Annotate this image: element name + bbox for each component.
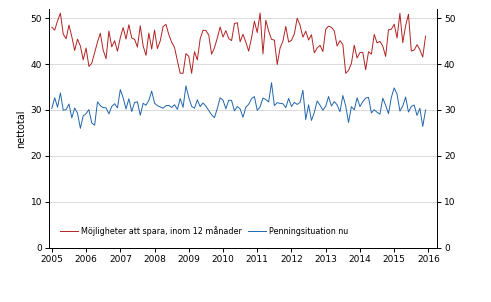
- Line: Möjligheter att spara, inom 12 månader: Möjligheter att spara, inom 12 månader: [52, 13, 426, 73]
- Möjligheter att spara, inom 12 månader: [174, 59, 180, 63]
- Penningsituation nu: [354, 96, 360, 100]
- Möjligheter att spara, inom 12 månader: [354, 56, 360, 60]
- Möjligheter att spara, inom 12 månader: [80, 58, 86, 62]
- Penningsituation nu: [83, 112, 89, 115]
- Möjligheter att spara, inom 12 månader: [357, 51, 363, 54]
- Legend: Möjligheter att spara, inom 12 månader, Penningsituation nu: Möjligheter att spara, inom 12 månader, …: [57, 223, 352, 239]
- Penningsituation nu: [78, 127, 83, 130]
- Möjligheter att spara, inom 12 månader: [257, 11, 263, 15]
- Line: Penningsituation nu: Penningsituation nu: [52, 83, 426, 128]
- Möjligheter att spara, inom 12 månader: [95, 40, 101, 44]
- Penningsituation nu: [97, 104, 103, 108]
- Möjligheter att spara, inom 12 månader: [177, 72, 183, 75]
- Y-axis label: nettotal: nettotal: [17, 109, 27, 148]
- Penningsituation nu: [269, 81, 274, 85]
- Möjligheter att spara, inom 12 månader: [49, 25, 55, 29]
- Penningsituation nu: [177, 97, 183, 100]
- Penningsituation nu: [423, 108, 429, 112]
- Penningsituation nu: [357, 105, 363, 108]
- Möjligheter att spara, inom 12 månader: [423, 34, 429, 38]
- Penningsituation nu: [49, 107, 55, 110]
- Penningsituation nu: [166, 104, 172, 107]
- Möjligheter att spara, inom 12 månader: [163, 23, 169, 26]
